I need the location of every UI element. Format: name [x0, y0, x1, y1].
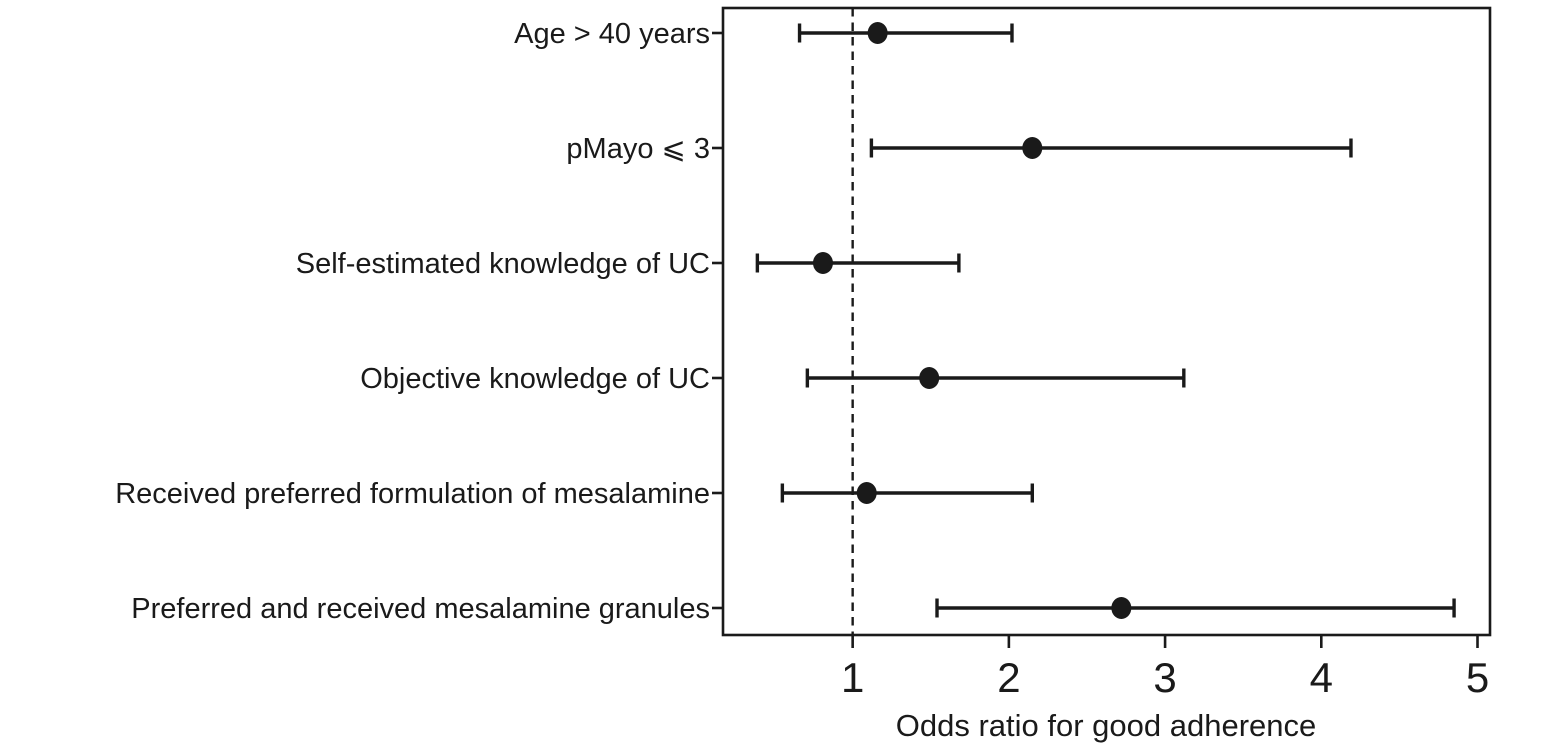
x-tick-label: 2	[997, 654, 1020, 701]
category-label: Preferred and received mesalamine granul…	[131, 593, 710, 625]
category-label: Objective knowledge of UC	[360, 363, 710, 395]
category-label: Received preferred formulation of mesala…	[115, 478, 710, 510]
odds-ratio-marker	[856, 482, 877, 504]
odds-ratio-marker	[812, 252, 833, 274]
odds-ratio-marker	[919, 367, 940, 389]
chart-layer: Age > 40 years pMayo ⩽ 3 Self-estimated kn…	[115, 6, 1492, 701]
x-tick-label: 5	[1466, 654, 1489, 701]
odds-ratio-marker	[1111, 597, 1132, 619]
x-tick-label: 1	[841, 654, 864, 701]
x-axis-title: Odds ratio for good adherence	[896, 708, 1317, 743]
category-label: pMayo ⩽ 3	[566, 133, 710, 165]
category-label: Self-estimated knowledge of UC	[296, 248, 710, 280]
odds-ratio-marker	[1022, 137, 1043, 159]
x-tick-label: 4	[1310, 654, 1333, 701]
x-tick-label: 3	[1153, 654, 1176, 701]
category-label: Age > 40 years	[514, 18, 710, 50]
plot-border	[721, 6, 1492, 637]
odds-ratio-marker	[867, 22, 888, 44]
